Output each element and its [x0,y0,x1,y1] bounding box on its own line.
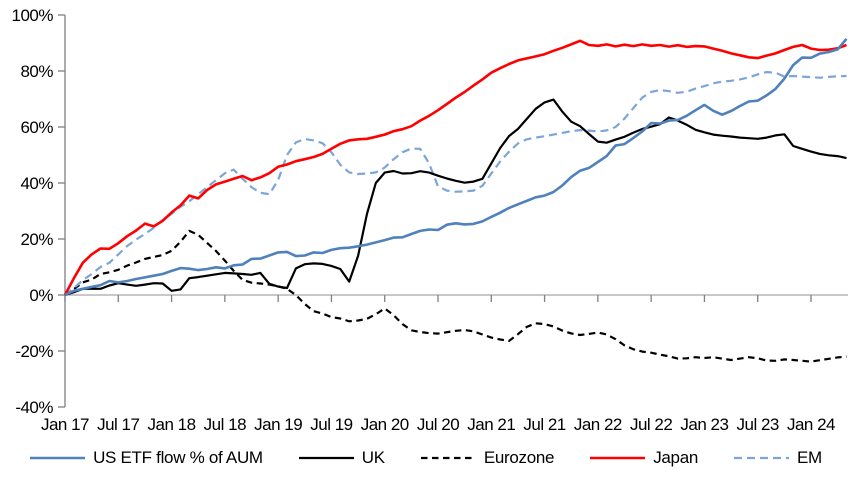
y-axis-label: -20% [15,342,53,361]
y-axis-label: 80% [20,62,53,81]
x-axis-label: Jul 17 [97,415,139,434]
y-axis-label: 20% [20,230,53,249]
x-axis-label: Jan 24 [787,415,835,434]
legend-label: UK [361,448,385,467]
series-line-eurozone [64,229,847,363]
legend-item-us-etf-flow-of-aum: US ETF flow % of AUM [30,448,263,468]
x-axis-label: Jan 22 [574,415,622,434]
y-axis-label: 100% [12,6,54,25]
x-axis-label: Jan 20 [361,415,409,434]
legend-line-sample [420,456,476,460]
x-axis-label: Jul 22 [630,415,672,434]
y-axis-label: 40% [20,174,53,193]
x-axis-label: Jul 23 [737,415,779,434]
x-axis-label: Jan 23 [680,415,728,434]
x-axis-label: Jul 19 [310,415,352,434]
legend-item-em: EM [734,448,822,468]
y-axis-label: 0% [29,286,53,305]
x-axis-label: Jul 21 [523,415,565,434]
legend-line-sample [30,456,86,460]
legend-line-sample [734,456,790,460]
legend: US ETF flow % of AUM UK Eurozone Japan EM [0,448,852,468]
y-axis-label: 60% [20,118,53,137]
x-axis-label: Jan 18 [148,415,196,434]
x-axis-label: Jan 21 [467,415,515,434]
y-axis-label: -40% [15,398,53,417]
x-axis-label: Jul 20 [417,415,459,434]
series-line-em [64,70,847,296]
x-axis-label: Jan 17 [41,415,89,434]
series-line-uk [64,98,847,297]
legend-line-sample [298,456,354,460]
x-axis-label: Jul 18 [204,415,246,434]
legend-label: Eurozone [483,448,555,467]
series-line-japan [63,39,847,296]
series-line-us-etf-flow-of-aum [64,37,848,297]
legend-item-japan: Japan [590,448,698,468]
x-axis-label: Jan 19 [254,415,302,434]
legend-label: Japan [653,448,699,467]
legend-item-eurozone: Eurozone [420,448,555,468]
legend-line-sample [590,456,646,460]
legend-label: EM [797,448,822,467]
legend-label: US ETF flow % of AUM [93,448,263,467]
legend-item-uk: UK [298,448,385,468]
